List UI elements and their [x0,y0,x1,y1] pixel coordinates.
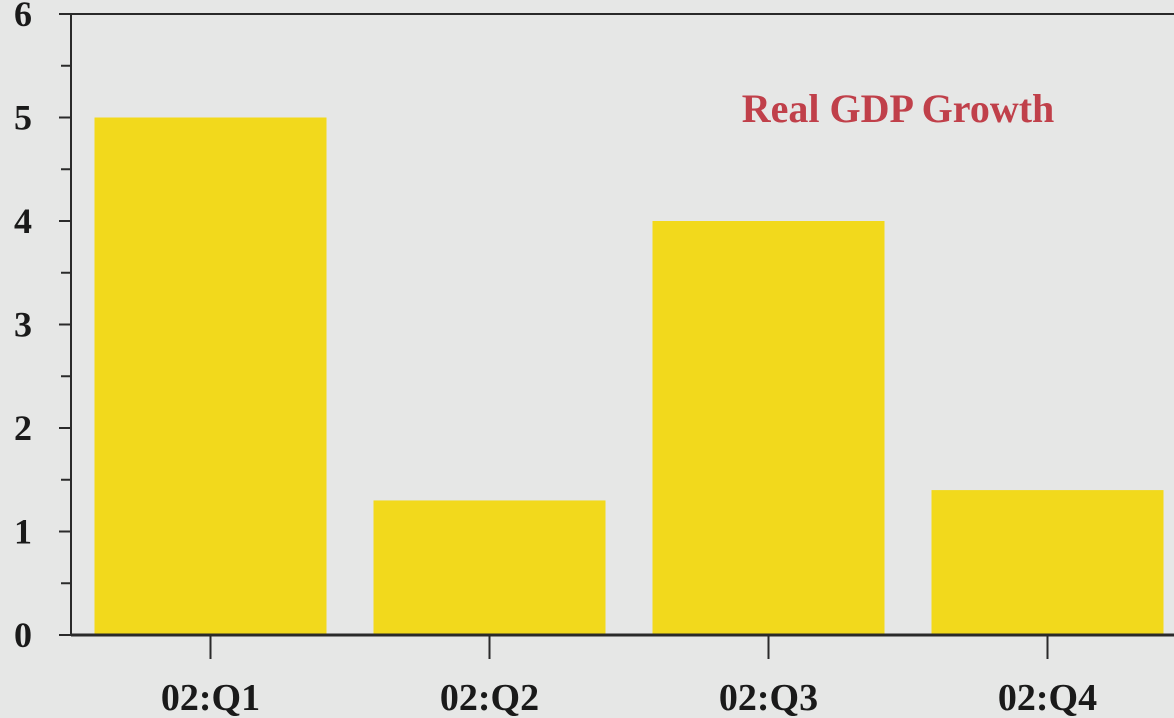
bars-layer [94,117,1164,635]
x-ticks: 02:Q1 02:Q2 02:Q3 02:Q4 [161,635,1097,718]
y-tick-label: 3 [14,305,32,345]
bar-02-q2 [373,500,606,635]
y-tick-label: 6 [14,0,32,34]
y-tick-label: 1 [14,512,32,552]
bar-02-q4 [931,490,1164,635]
x-tick-label: 02:Q2 [440,677,539,718]
bar-02-q1 [94,117,327,635]
y-tick-label: 4 [14,201,32,241]
x-tick-label: 02:Q1 [161,677,260,718]
x-tick-label: 02:Q4 [998,677,1097,718]
y-tick-label: 5 [14,98,32,138]
bar-02-q3 [652,221,885,635]
y-tick-label: 0 [14,615,32,655]
y-ticks: 0 1 2 3 4 5 6 [14,0,71,655]
y-tick-label: 2 [14,408,32,448]
x-tick-label: 02:Q3 [719,677,818,718]
chart-title: Real GDP Growth [742,86,1055,131]
